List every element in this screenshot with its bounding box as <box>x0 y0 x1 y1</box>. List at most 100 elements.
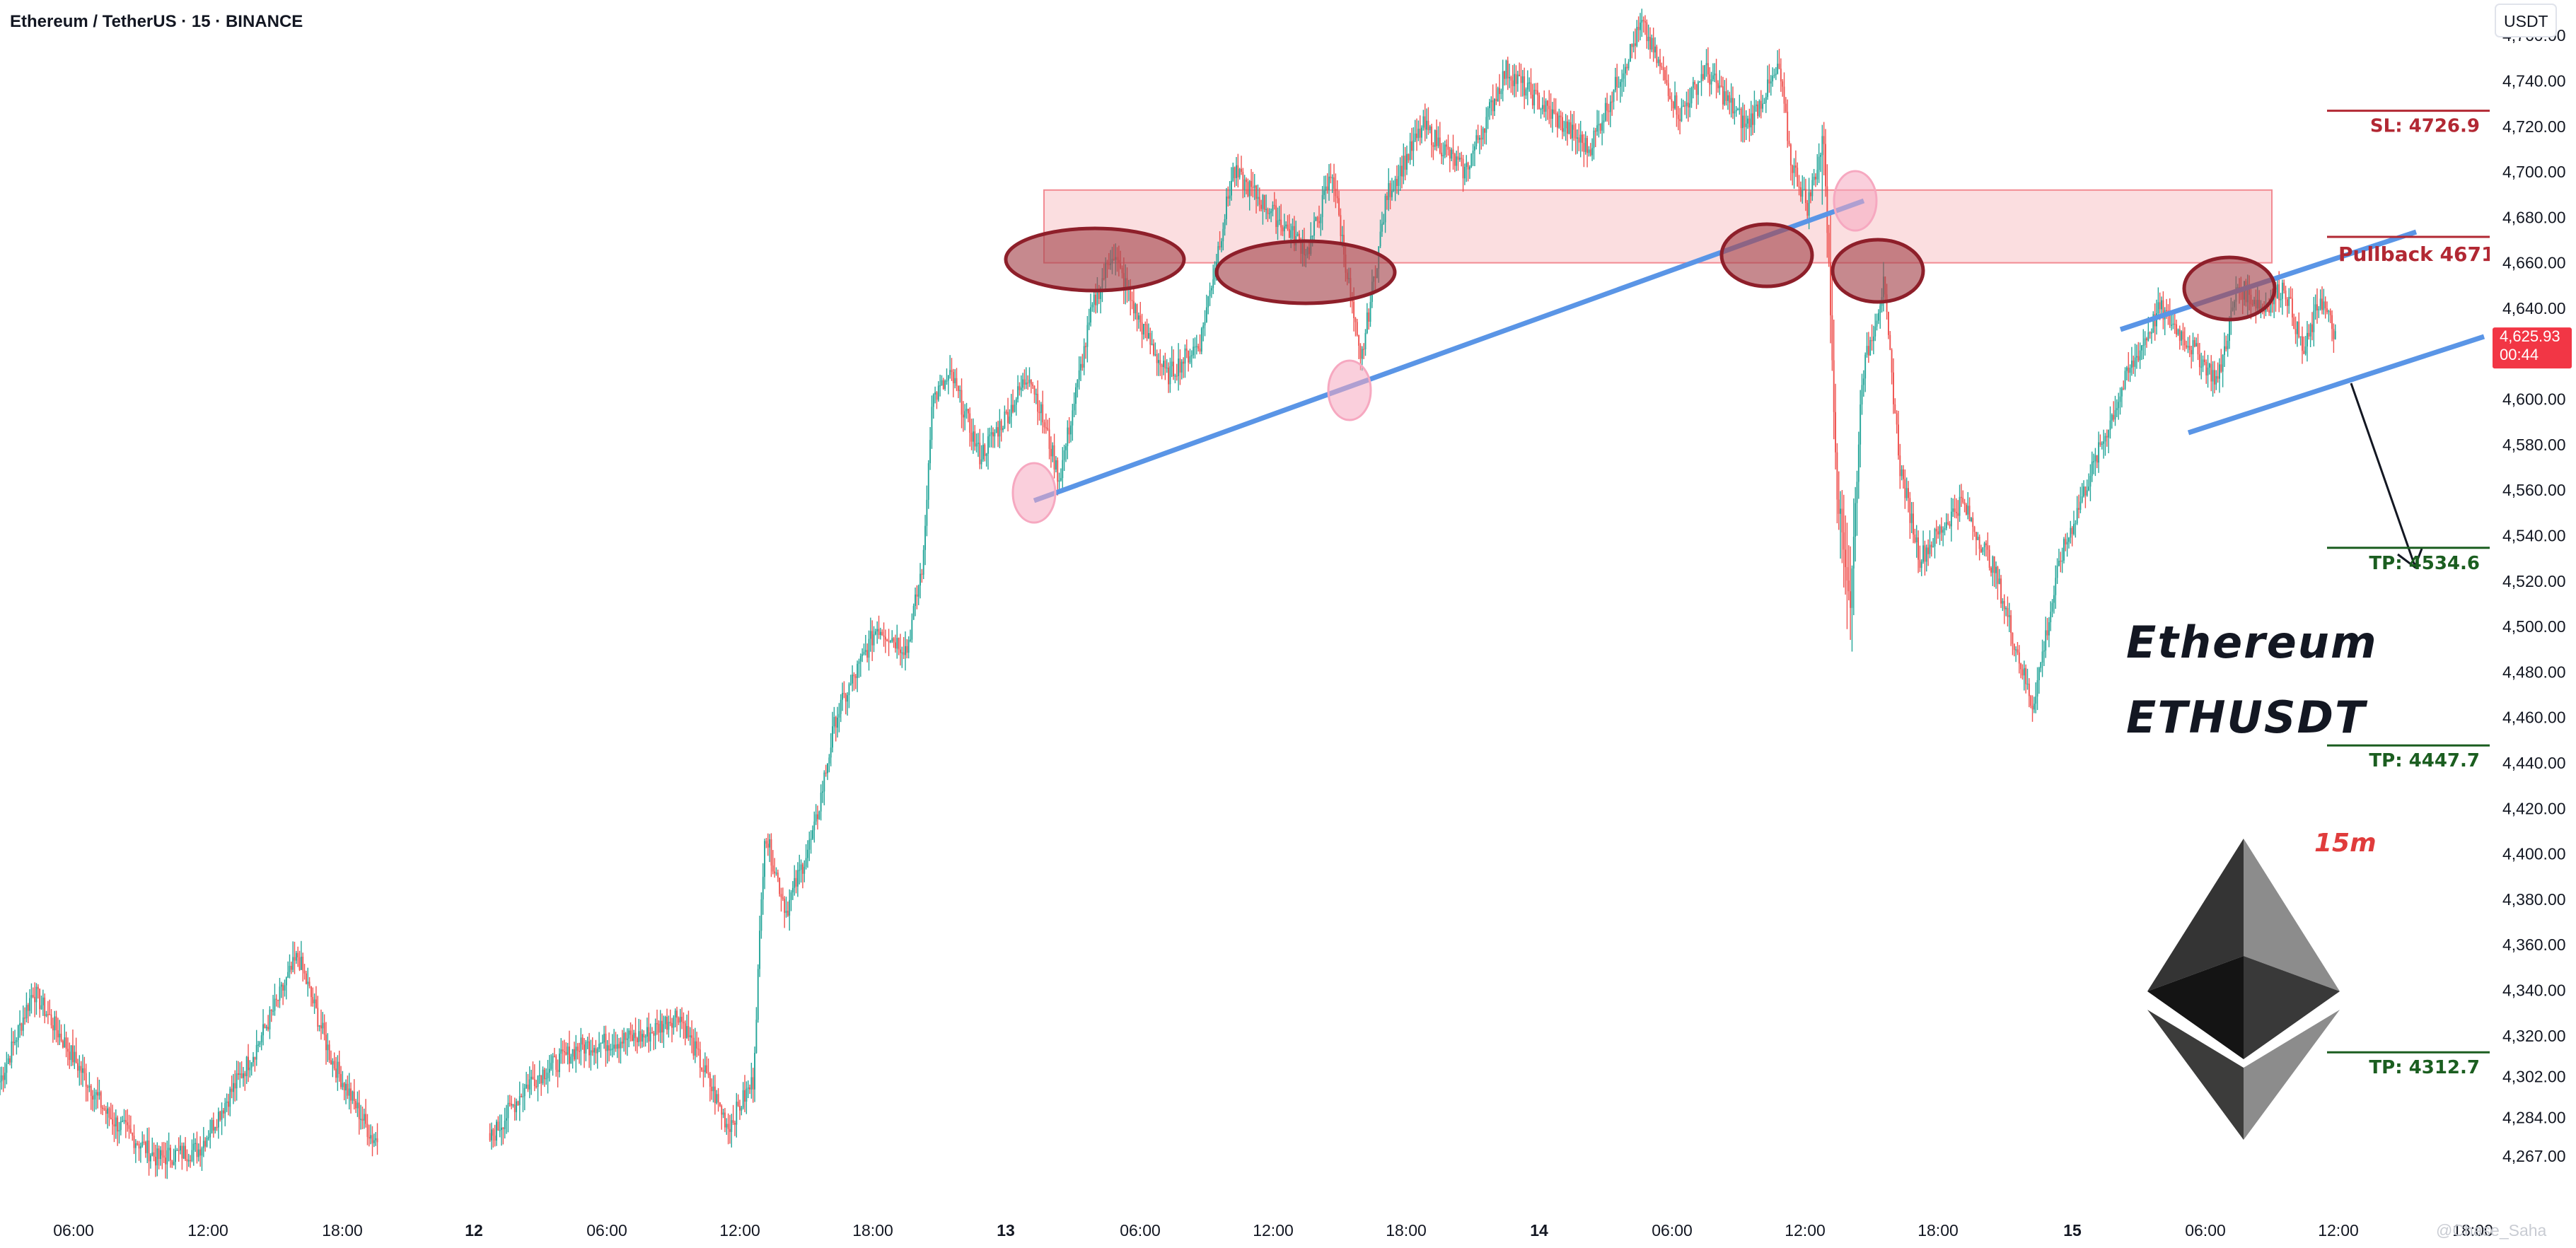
candle <box>567 1042 569 1065</box>
currency-button[interactable]: USDT <box>2495 4 2557 37</box>
candle <box>811 825 813 841</box>
candle <box>509 1095 511 1107</box>
current-price-badge: 4,625.93 00:44 <box>2493 327 2572 369</box>
candle <box>1399 157 1401 192</box>
candle <box>1734 98 1736 125</box>
candle <box>1631 43 1633 59</box>
candle <box>1546 100 1548 120</box>
candle <box>175 1145 176 1170</box>
candle <box>817 805 818 830</box>
price-axis[interactable]: 4,760.004,740.004,720.004,700.004,680.00… <box>2490 0 2576 1248</box>
candle <box>954 369 956 389</box>
candle <box>1780 58 1782 92</box>
price-tick-label: 4,320.00 <box>2502 1027 2566 1045</box>
candle <box>310 986 312 1007</box>
candle <box>639 1020 642 1049</box>
candle <box>1238 168 1241 180</box>
candle <box>1671 92 1673 111</box>
candle <box>34 982 36 1017</box>
candle <box>1545 98 1547 122</box>
candle <box>323 1014 325 1041</box>
candle <box>1183 357 1185 378</box>
candle <box>2111 413 2113 429</box>
candle <box>1970 517 1972 523</box>
candle <box>552 1053 554 1076</box>
candle <box>2000 575 2002 608</box>
candle <box>340 1066 342 1090</box>
candle <box>1260 199 1263 211</box>
candle <box>1997 566 1999 600</box>
candle <box>274 984 276 1016</box>
candle <box>229 1086 231 1116</box>
candle <box>7 1054 9 1065</box>
candle <box>1768 64 1770 93</box>
candle <box>1507 57 1509 91</box>
candle <box>1775 66 1777 81</box>
candle <box>1699 81 1701 83</box>
time-axis[interactable]: 06:00 12:00 18:00 12 06:00 12:00 18:00 13 06:00 1… <box>53 1221 2493 1240</box>
price-tick-label: 4,267.00 <box>2502 1147 2566 1165</box>
candle <box>585 1039 587 1061</box>
candle <box>1867 332 1869 363</box>
candle <box>1246 177 1247 194</box>
candle <box>1560 110 1562 131</box>
candle <box>1062 447 1064 493</box>
candle <box>2084 486 2087 508</box>
candle <box>1794 150 1797 177</box>
candle <box>922 545 924 580</box>
current-price-value: 4,625.93 <box>2500 327 2560 345</box>
candle <box>666 1008 668 1035</box>
candle <box>2113 401 2115 422</box>
candle <box>1019 382 1021 396</box>
candle <box>1085 342 1086 359</box>
candle <box>1709 67 1711 97</box>
candle <box>1583 134 1585 168</box>
candle <box>1437 126 1439 148</box>
candle <box>1787 99 1789 148</box>
candle <box>1825 129 1826 197</box>
candle <box>2202 355 2204 373</box>
candle <box>1757 100 1759 119</box>
candle <box>2298 312 2300 339</box>
candle <box>1193 338 1195 359</box>
candle <box>1520 64 1522 97</box>
candle <box>199 1136 202 1167</box>
candle <box>610 1044 612 1056</box>
candle <box>120 1116 122 1136</box>
candle <box>307 967 309 997</box>
candle <box>370 1124 372 1145</box>
candle <box>127 1109 129 1132</box>
candle <box>810 830 812 854</box>
candle <box>511 1095 513 1109</box>
time-tick-label: 06:00 <box>586 1221 627 1240</box>
candle <box>245 1056 248 1085</box>
candle <box>1032 382 1034 390</box>
candle <box>1174 373 1176 384</box>
candle <box>2197 334 2199 361</box>
candle <box>1141 313 1143 349</box>
candle <box>2120 386 2123 408</box>
candle <box>275 994 277 1007</box>
candle <box>257 1041 259 1053</box>
candle <box>625 1032 627 1055</box>
candle <box>1222 222 1224 251</box>
candle <box>1689 88 1691 117</box>
candle <box>1526 70 1528 105</box>
candle <box>1702 65 1704 81</box>
candle <box>576 1043 579 1060</box>
candle <box>103 1104 105 1112</box>
time-tick-label: 06:00 <box>1652 1221 1693 1240</box>
candle <box>1257 185 1259 206</box>
time-tick-label: 06:00 <box>2185 1221 2226 1240</box>
candle <box>724 1107 726 1133</box>
candle <box>964 404 966 431</box>
candle <box>951 358 953 381</box>
candle <box>970 419 973 450</box>
candle <box>1154 342 1156 356</box>
candle <box>40 995 42 1010</box>
candle <box>155 1144 156 1177</box>
candle <box>1589 143 1591 157</box>
candle <box>1381 211 1383 237</box>
candle <box>2187 337 2189 354</box>
